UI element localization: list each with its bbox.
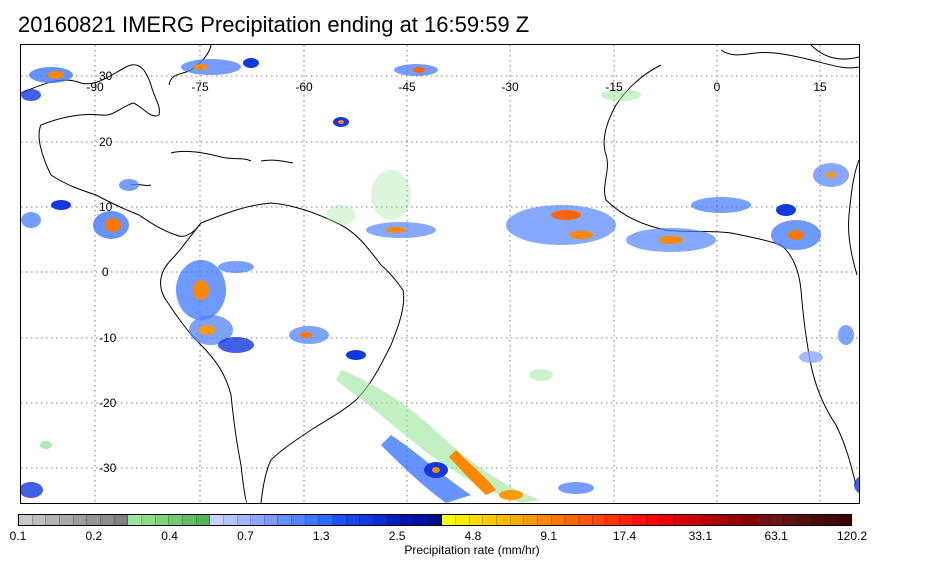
- colorbar-swatch: [114, 515, 129, 525]
- colorbar-swatch: [292, 515, 306, 525]
- colorbar-swatch: [401, 515, 416, 525]
- lat-label: 0: [102, 265, 109, 279]
- colorbar-swatch: [838, 515, 852, 525]
- precipitation-field: [21, 58, 859, 503]
- colorbar-swatch: [319, 515, 334, 525]
- lon-label: -90: [86, 80, 104, 94]
- lat-label: -10: [99, 331, 117, 345]
- colorbar-swatch: [305, 515, 320, 525]
- colorbar-tick-label: 63.1: [764, 529, 788, 543]
- colorbar-swatch: [565, 515, 579, 525]
- colorbar-swatch: [141, 515, 156, 525]
- colorbar-swatch: [701, 515, 716, 525]
- colorbar-swatch: [442, 515, 456, 525]
- lon-label: -45: [398, 80, 416, 94]
- lat-label: -30: [99, 461, 117, 475]
- colorbar-swatch: [619, 515, 634, 525]
- colorbar-swatch: [456, 515, 470, 525]
- colorbar-swatch: [278, 515, 293, 525]
- colorbar-swatch: [647, 515, 661, 525]
- colorbar-swatch: [524, 515, 538, 525]
- colorbar-swatch: [87, 515, 101, 525]
- colorbar-swatch: [128, 515, 142, 525]
- precipitation-map: -90 -75 -60 -45 -30 -15 0 15 30 20 10 0 …: [20, 44, 860, 504]
- gridlines: [21, 45, 859, 503]
- lon-label: -75: [191, 80, 209, 94]
- colorbar-swatch: [169, 515, 183, 525]
- colorbar-swatch: [237, 515, 252, 525]
- colorbar-swatch: [592, 515, 607, 525]
- lon-label: 0: [714, 80, 721, 94]
- colorbar-tick-label: 0.2: [85, 529, 103, 543]
- colorbar-swatch: [210, 515, 224, 525]
- colorbar-swatch: [19, 515, 33, 525]
- colorbar-swatch: [729, 515, 743, 525]
- colorbar-tick-label: 33.1: [688, 529, 713, 543]
- colorbar-swatch: [770, 515, 784, 525]
- colorbar-swatch: [633, 515, 648, 525]
- colorbar-swatch: [469, 515, 484, 525]
- colorbar-tick-label: 4.8: [464, 529, 482, 543]
- colorbar-swatch: [578, 515, 593, 525]
- lon-label: -60: [295, 80, 313, 94]
- colorbar-tick-label: 0.4: [161, 529, 178, 543]
- lat-label: 30: [99, 69, 113, 83]
- colorbar-swatch: [196, 515, 211, 525]
- colorbar-swatch: [824, 515, 839, 525]
- colorbar-tick-label: 17.4: [612, 529, 637, 543]
- lon-label: -30: [501, 80, 519, 94]
- colorbar-swatch: [742, 515, 757, 525]
- lon-label: -15: [605, 80, 623, 94]
- colorbar-tick-label: 9.1: [540, 529, 558, 543]
- colorbar-swatch: [496, 515, 511, 525]
- colorbar-swatch: [510, 515, 525, 525]
- colorbar-tick-label: 2.5: [388, 529, 406, 543]
- colorbar-tick-labels: 0.1 0.2 0.4 0.7 1.3 2.5 4.8 9.1 17.4 33.1 63.1 120.…: [10, 529, 867, 543]
- colorbar-swatch: [32, 515, 47, 525]
- colorbar-swatch: [333, 515, 347, 525]
- lon-label: 15: [813, 80, 827, 94]
- map-title: 20160821 IMERG Precipitation ending at 1…: [18, 12, 530, 37]
- colorbar-swatch: [73, 515, 88, 525]
- colorbar-swatch: [100, 515, 115, 525]
- colorbar-swatch: [387, 515, 402, 525]
- latitude-labels: 30 20 10 0 -10 -20 -30: [99, 69, 117, 475]
- colorbar-swatch: [811, 515, 825, 525]
- coastlines: [21, 45, 859, 503]
- colorbar-swatch: [674, 515, 689, 525]
- colorbar-swatch: [346, 515, 361, 525]
- colorbar-tick-label: 0.7: [237, 529, 254, 543]
- colorbar-swatch: [606, 515, 620, 525]
- colorbar-swatch: [251, 515, 265, 525]
- colorbar-swatch: [59, 515, 74, 525]
- colorbar-swatch: [715, 515, 730, 525]
- colorbar-swatch: [537, 515, 552, 525]
- colorbar-swatch: [360, 515, 375, 525]
- colorbar-swatch: [551, 515, 566, 525]
- colorbar-caption: Precipitation rate (mm/hr): [404, 543, 540, 557]
- colorbar-swatch: [182, 515, 197, 525]
- colorbar-swatch: [374, 515, 388, 525]
- colorbar-swatch: [415, 515, 429, 525]
- colorbar-swatch: [428, 515, 443, 525]
- colorbar-swatch: [783, 515, 798, 525]
- lat-label: 10: [99, 200, 113, 214]
- colorbar-swatch: [688, 515, 702, 525]
- colorbar-tick-label: 0.1: [9, 529, 27, 543]
- precipitation-colorbar: [18, 514, 852, 526]
- colorbar-swatch: [756, 515, 771, 525]
- colorbar-swatch: [264, 515, 279, 525]
- colorbar-tick-label: 1.3: [312, 529, 330, 543]
- colorbar-swatch: [483, 515, 497, 525]
- colorbar-swatch: [46, 515, 60, 525]
- longitude-labels: -90 -75 -60 -45 -30 -15 0 15: [86, 80, 827, 94]
- colorbar-swatch: [223, 515, 238, 525]
- colorbar-swatch: [797, 515, 812, 525]
- lat-label: 20: [99, 135, 113, 149]
- colorbar-tick-label: 120.2: [836, 529, 868, 543]
- colorbar-swatch: [155, 515, 170, 525]
- colorbar-swatch: [660, 515, 675, 525]
- lat-label: -20: [99, 396, 117, 410]
